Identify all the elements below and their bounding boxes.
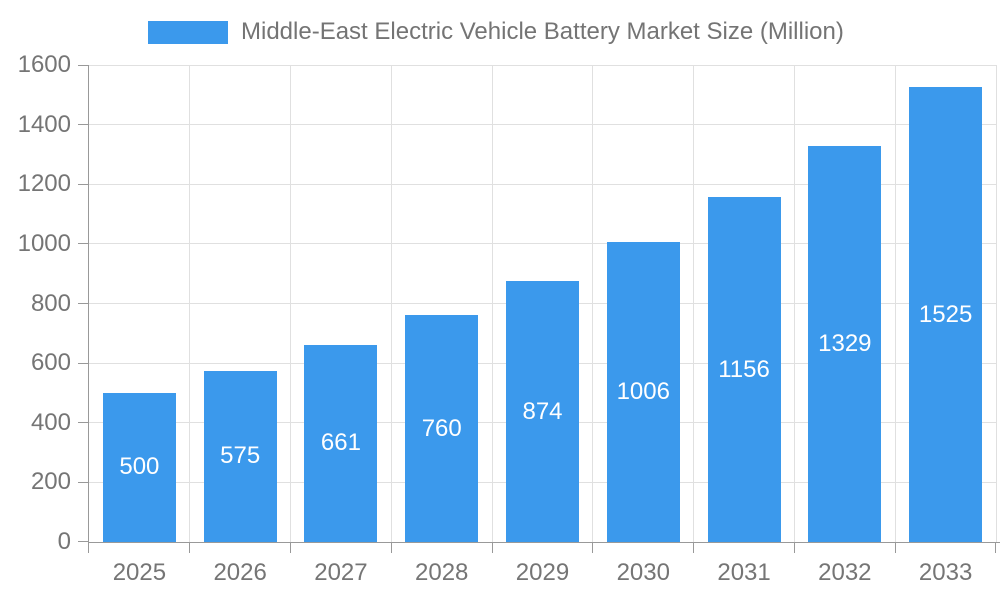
x-axis-label: 2030 [616, 559, 670, 586]
x-axis-tick [994, 543, 996, 553]
y-axis-tick [78, 362, 88, 364]
y-axis-tick [78, 64, 88, 66]
legend-item[interactable]: Middle-East Electric Vehicle Battery Mar… [148, 20, 844, 44]
bar-value-label: 874 [522, 397, 563, 425]
y-axis-label: 600 [30, 349, 71, 377]
y-axis-label: 400 [30, 408, 71, 436]
x-axis-label: 2031 [717, 559, 771, 586]
x-axis-label: 2033 [918, 559, 973, 586]
x-axis-label: 2028 [415, 559, 469, 586]
gridline-horizontal [89, 124, 996, 126]
y-axis-label: 200 [30, 468, 71, 496]
x-axis-label: 2025 [112, 559, 167, 586]
y-axis-tick [78, 303, 88, 304]
legend-swatch [148, 20, 228, 44]
x-axis-tick [189, 543, 191, 553]
x-axis-line [88, 542, 1000, 543]
y-axis-label: 1600 [17, 51, 71, 78]
gridline-vertical [592, 65, 594, 542]
gridline-vertical [995, 65, 997, 542]
legend-label: Middle-East Electric Vehicle Battery Mar… [241, 18, 844, 45]
x-axis-tick [491, 543, 493, 553]
gridline-vertical [189, 65, 191, 542]
bar-value-label: 500 [119, 453, 160, 481]
gridline-vertical [290, 65, 292, 542]
bar-value-label: 575 [220, 442, 261, 470]
y-axis-tick [78, 541, 88, 542]
bar-2027: 661 [304, 344, 378, 542]
y-axis-label: 1000 [17, 229, 71, 257]
x-axis-tick [290, 543, 292, 553]
plot-area: 0 200 400 600 800 1000 1200 1400 1600 500 2025 575 2… [18, 51, 1000, 586]
bar-2029: 874 [506, 281, 579, 542]
y-axis-tick [78, 124, 88, 126]
bar-2033: 1525 [909, 87, 983, 542]
bar-2025: 500 [102, 392, 176, 542]
y-axis-label: 0 [57, 528, 71, 555]
gridline-vertical [693, 65, 695, 542]
y-axis-tick [78, 183, 88, 185]
bar-2030: 1006 [606, 242, 680, 542]
bar-2031: 1156 [707, 197, 781, 542]
gridline-horizontal [89, 243, 996, 245]
gridline-horizontal [89, 183, 996, 185]
bar-2028: 760 [405, 315, 479, 542]
gridline-vertical [491, 65, 493, 542]
x-axis-tick [693, 543, 695, 553]
x-axis-label: 2029 [515, 559, 570, 586]
bar-value-label: 1156 [718, 355, 770, 383]
bar-2026: 575 [203, 370, 277, 542]
x-axis-tick [88, 543, 89, 553]
bar-value-label: 661 [320, 429, 361, 457]
x-axis-label: 2027 [314, 559, 368, 586]
x-axis-label: 2032 [818, 559, 872, 586]
x-axis-label: 2026 [213, 559, 267, 586]
gridline-vertical [793, 65, 795, 542]
y-axis-tick [78, 481, 88, 483]
bar-value-label: 760 [421, 414, 462, 442]
y-axis-label: 1200 [17, 170, 71, 198]
gridline-horizontal [89, 64, 996, 66]
y-axis-tick [78, 422, 88, 424]
x-axis-tick [894, 543, 896, 553]
y-axis-line [88, 65, 89, 542]
x-axis-tick [592, 543, 594, 553]
gridline-vertical [390, 65, 392, 542]
bar-value-label: 1006 [616, 378, 670, 406]
x-axis-tick [793, 543, 795, 553]
gridline-vertical [894, 65, 896, 542]
y-axis-tick [78, 243, 88, 245]
bar-value-label: 1329 [818, 329, 872, 357]
bar-2032: 1329 [808, 145, 882, 542]
x-axis-tick [390, 543, 392, 553]
y-axis-label: 800 [30, 289, 71, 317]
bar-value-label: 1525 [918, 300, 973, 328]
y-axis-label: 1400 [17, 110, 71, 138]
